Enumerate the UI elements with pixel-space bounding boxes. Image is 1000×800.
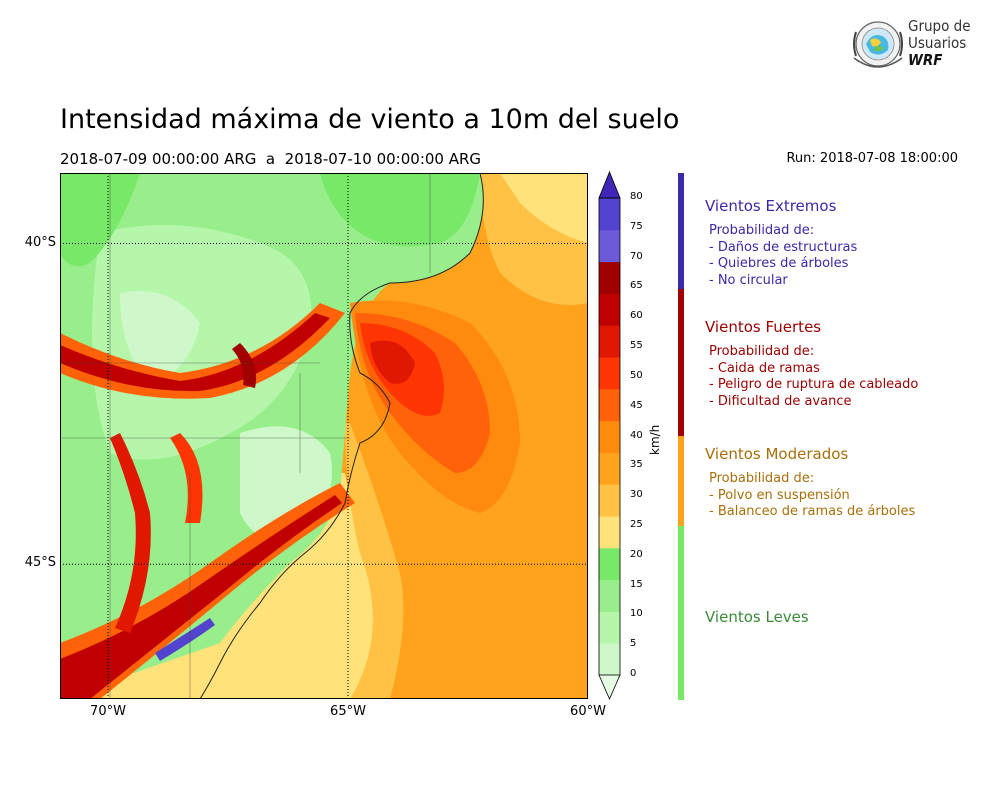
category-description-line: - Daños de estructuras (709, 239, 858, 255)
longitude-label: 70°W (90, 704, 126, 719)
category-heading: Vientos Extremos (705, 197, 837, 215)
latitude-label: 45°S (24, 555, 56, 571)
category-description-line: Probabilidad de: (709, 471, 815, 486)
colorbar-swatch (599, 516, 620, 549)
category-color-bar (678, 173, 684, 289)
category-description-line: - Polvo en suspensión (709, 487, 850, 503)
colorbar-tick-label: 5 (630, 638, 637, 650)
colorbar-swatch (599, 452, 620, 485)
category-description-line: - Peligro de ruptura de cableado (709, 377, 919, 392)
longitude-label: 65°W (330, 704, 366, 719)
colorbar-swatch (599, 579, 620, 612)
colorbar-swatch (599, 261, 620, 294)
category-color-bar (678, 289, 684, 436)
colorbar-tick-label: 80 (630, 191, 643, 202)
wind-map (60, 173, 588, 699)
colorbar-tick-label: 25 (630, 518, 643, 530)
colorbar-tick-label: 10 (630, 608, 643, 620)
forecast-period: 2018-07-09 00:00:00 ARG a 2018-07-10 00:… (60, 150, 482, 168)
longitude-label: 60°W (570, 704, 606, 719)
colorbar-tick-label: 75 (630, 220, 643, 232)
category-description-line: - Quiebres de árboles (709, 256, 849, 271)
colorbar-tick-label: 0 (630, 668, 637, 679)
colorbar-swatch (599, 484, 620, 517)
category-color-bar (678, 436, 684, 526)
colorbar-swatch (599, 229, 620, 263)
colorbar-tick-label: 35 (630, 459, 643, 471)
colorbar-swatch (599, 611, 620, 644)
category-description-line: Probabilidad de: (709, 344, 815, 359)
colorbar (598, 170, 621, 700)
map-title: Intensidad máxima de viento a 10m del su… (60, 104, 680, 135)
colorbar-extend-max (598, 170, 621, 199)
latitude-label: 40°S (24, 234, 56, 250)
colorbar-tick-label: 55 (630, 340, 643, 352)
category-heading: Vientos Leves (705, 608, 809, 626)
colorbar-extend-min (598, 674, 621, 700)
coastline (199, 173, 484, 699)
colorbar-unit: km/h (648, 424, 662, 455)
colorbar-tick-label: 20 (630, 548, 643, 560)
colorbar-swatch (599, 293, 620, 326)
colorbar-swatch (599, 357, 620, 390)
colorbar-swatch (599, 388, 620, 422)
category-description-line: - Balanceo de ramas de árboles (709, 504, 916, 519)
colorbar-tick-label: 45 (630, 399, 643, 411)
map-grid-overlay (60, 173, 588, 699)
colorbar-swatch (599, 325, 620, 358)
category-description-line: - Dificultad de avance (709, 393, 852, 409)
colorbar-swatch (599, 643, 620, 676)
colorbar-tick-label: 30 (630, 489, 643, 501)
category-heading: Vientos Moderados (705, 445, 849, 463)
wrf-logo-text: Grupo de Usuarios WRF (908, 17, 971, 69)
colorbar-tick-label: 60 (630, 310, 643, 322)
graticule (60, 173, 588, 699)
province-borders (60, 173, 431, 699)
category-description-line: Probabilidad de: (709, 223, 815, 238)
category-heading: Vientos Fuertes (705, 318, 822, 336)
colorbar-frame (598, 197, 621, 676)
colorbar-swatch (599, 420, 620, 453)
colorbar-tick-label: 50 (630, 369, 643, 381)
colorbar-swatch (599, 547, 620, 581)
map-frame (60, 173, 588, 699)
colorbar-tick-label: 65 (630, 280, 643, 292)
run-time: Run: 2018-07-08 18:00:00 (786, 151, 958, 166)
category-description-line: - Caida de ramas (709, 360, 820, 376)
colorbar-tick-label: 15 (630, 578, 643, 590)
wrf-logo (853, 21, 903, 68)
colorbar-tick-label: 70 (630, 250, 643, 262)
category-description-line: - No circular (709, 272, 788, 288)
colorbar-swatch (599, 198, 620, 231)
category-color-bar (678, 526, 684, 700)
colorbar-tick-label: 40 (630, 429, 643, 441)
